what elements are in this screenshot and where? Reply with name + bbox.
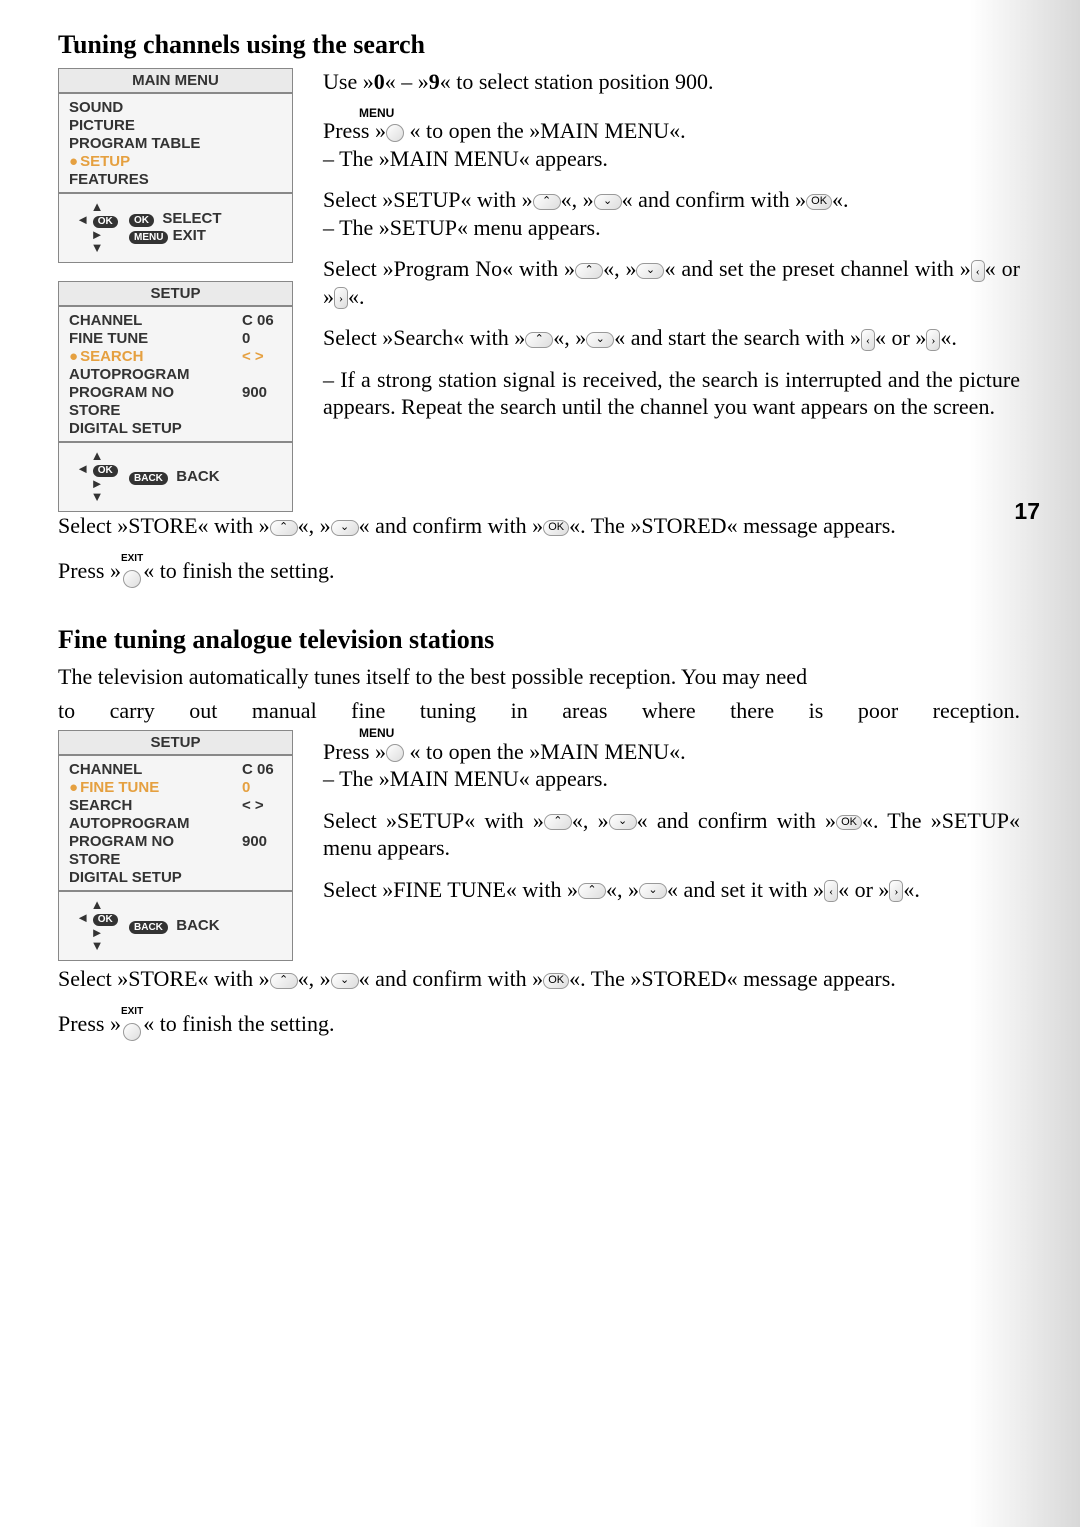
down-arrow-icon: ⌄ <box>594 194 622 210</box>
main-menu-header: MAIN MENU <box>59 69 292 94</box>
back-pill: BACK <box>129 472 168 485</box>
footer-exit: EXIT <box>173 227 206 244</box>
ok-pill: OK <box>129 214 154 227</box>
instr-store-1: Select »STORE« with »⌃«, »⌄« and confirm… <box>58 512 1020 540</box>
setup-row: PROGRAM NO900 <box>69 832 282 850</box>
right-arrow-icon: › <box>334 287 348 309</box>
up-arrow-icon: ⌃ <box>270 520 298 536</box>
setup-row: DIGITAL SETUP <box>69 419 282 437</box>
down-arrow-icon: ⌄ <box>639 883 667 899</box>
instr-select-position: Use »0« – »9« to select station position… <box>323 68 1020 96</box>
instr-fine-tune: Select »FINE TUNE« with »⌃«, »⌄« and set… <box>323 876 1020 904</box>
section2-heading: Fine tuning analogue television stations <box>58 625 1020 655</box>
setup-row: STORE <box>69 850 282 868</box>
up-arrow-icon: ⌃ <box>544 814 572 830</box>
up-arrow-icon: ⌃ <box>533 194 561 210</box>
left-arrow-icon: ‹ <box>861 329 875 351</box>
ok-button-icon: OK <box>836 815 862 831</box>
footer-select: SELECT <box>162 210 221 227</box>
down-arrow-icon: ⌄ <box>609 814 637 830</box>
down-arrow-icon: ⌄ <box>331 520 359 536</box>
footer-back: BACK <box>176 917 219 934</box>
instr-select-setup: Select »SETUP« with »⌃«, »⌄« and confirm… <box>323 186 1020 241</box>
setup-footer: ▲ ◄ OK ► ▼ BACK BACK <box>59 441 292 511</box>
down-arrow-icon: ⌄ <box>586 332 614 348</box>
menu-label: MENU <box>359 726 394 741</box>
down-arrow-icon: ⌄ <box>331 973 359 989</box>
instr-signal: – If a strong station signal is received… <box>323 366 1020 421</box>
setup-header-2: SETUP <box>59 731 292 756</box>
menu-item: FEATURES <box>69 170 282 188</box>
menu-label: MENU <box>359 106 394 121</box>
setup-row: DIGITAL SETUP <box>69 868 282 886</box>
left-arrow-icon: ‹ <box>971 260 985 282</box>
ok-button-icon: OK <box>543 973 569 989</box>
menu-button-icon <box>386 744 404 762</box>
setup-row: FINE TUNE0 <box>69 329 282 347</box>
exit-button-icon: EXIT <box>121 1007 143 1045</box>
setup-box-1: SETUP CHANNELC 06FINE TUNE0●SEARCH< >AUT… <box>58 281 293 512</box>
setup-row: AUTOPROGRAM <box>69 365 282 383</box>
ok-button-icon: OK <box>806 194 832 210</box>
back-pill: BACK <box>129 921 168 934</box>
instr-exit-2: Press »EXIT« to finish the setting. <box>58 1007 1020 1045</box>
setup-row: PROGRAM NO900 <box>69 383 282 401</box>
setup-box-2: SETUP CHANNELC 06●FINE TUNE0SEARCH< >AUT… <box>58 730 293 961</box>
footer-back: BACK <box>176 468 219 485</box>
main-menu-footer: ▲ ◄ OK ► ▼ OK SELECT MENU EXIT <box>59 192 292 262</box>
ok-button-icon: OK <box>543 520 569 536</box>
instr-open-main-menu-2: Press » « to open the »MAIN MENU«. – The… <box>323 738 1020 793</box>
section2-intro2: to carry out manual fine tuning in areas… <box>58 697 1020 725</box>
menu-item-highlighted: ●SETUP <box>69 152 282 170</box>
section1-heading: Tuning channels using the search <box>58 30 1020 60</box>
up-arrow-icon: ⌃ <box>578 883 606 899</box>
instr-search: Select »Search« with »⌃«, »⌄« and start … <box>323 324 1020 352</box>
setup-row: ●FINE TUNE0 <box>69 778 282 796</box>
menu-item: SOUND <box>69 98 282 116</box>
menu-item-label: SETUP <box>80 153 130 170</box>
setup-row: STORE <box>69 401 282 419</box>
setup-row: AUTOPROGRAM <box>69 814 282 832</box>
setup-row: ●SEARCH< > <box>69 347 282 365</box>
down-arrow-icon: ⌄ <box>636 263 664 279</box>
setup-header: SETUP <box>59 282 292 307</box>
up-arrow-icon: ⌃ <box>270 973 298 989</box>
menu-pill: MENU <box>129 231 168 244</box>
instr-program-no: Select »Program No« with »⌃«, »⌄« and se… <box>323 255 1020 310</box>
menu-item: PROGRAM TABLE <box>69 134 282 152</box>
up-arrow-icon: ⌃ <box>525 332 553 348</box>
instr-select-setup-2: Select »SETUP« with »⌃«, »⌄« and confirm… <box>323 807 1020 862</box>
setup-row: CHANNELC 06 <box>69 311 282 329</box>
right-arrow-icon: › <box>926 329 940 351</box>
ok-pill: OK <box>93 216 118 228</box>
menu-button-icon <box>386 124 404 142</box>
setup-footer-2: ▲ ◄ OK ► ▼ BACK BACK <box>59 890 292 960</box>
right-arrow-icon: › <box>889 880 903 902</box>
instr-store-2: Select »STORE« with »⌃«, »⌄« and confirm… <box>58 965 1020 993</box>
setup-row: SEARCH< > <box>69 796 282 814</box>
exit-button-icon: EXIT <box>121 554 143 592</box>
main-menu-box: MAIN MENU SOUND PICTURE PROGRAM TABLE ●S… <box>58 68 293 263</box>
instr-exit-1: Press »EXIT« to finish the setting. <box>58 554 1020 592</box>
up-arrow-icon: ⌃ <box>575 263 603 279</box>
section2-intro1: The television automatically tunes itsel… <box>58 663 1020 691</box>
menu-item: PICTURE <box>69 116 282 134</box>
setup-row: CHANNELC 06 <box>69 760 282 778</box>
left-arrow-icon: ‹ <box>824 880 838 902</box>
instr-open-main-menu: Press » « to open the »MAIN MENU«. – The… <box>323 117 1020 172</box>
